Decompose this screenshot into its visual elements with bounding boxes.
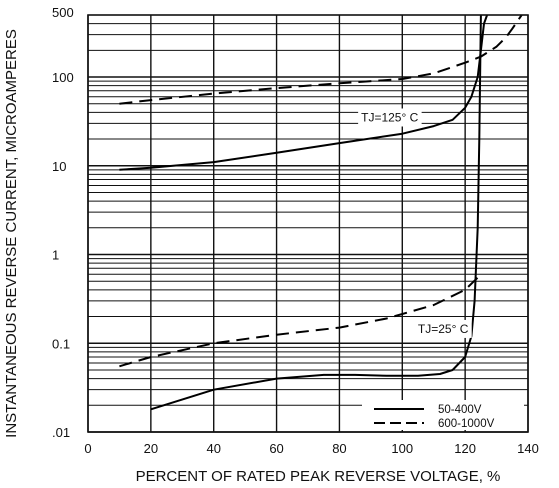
y-tick-label: 10 — [52, 159, 66, 174]
x-tick-label: 60 — [269, 441, 283, 456]
legend-label: 600-1000V — [438, 418, 495, 430]
legend: 50-400V 600-1000V — [362, 400, 524, 430]
x-tick-label: 0 — [84, 441, 91, 456]
x-tick-label: 20 — [144, 441, 158, 456]
series-line-solid — [150, 14, 482, 411]
x-tick-label: 80 — [332, 441, 346, 456]
series-line-dashed — [119, 276, 479, 368]
x-tick-label: 140 — [517, 441, 539, 456]
y-tick-label: 100 — [52, 70, 74, 85]
y-tick-label: 0.1 — [52, 336, 70, 351]
y-axis-title: INSTANTANEOUS REVERSE CURRENT, MICROAMPE… — [3, 29, 20, 438]
annotation-background — [358, 108, 422, 127]
legend-box — [362, 400, 524, 430]
tick-labels: 0 20 40 60 80 100 120 140 .01 0.1 1 10 100 500 — [52, 5, 539, 456]
y-tick-label: .01 — [52, 425, 70, 440]
x-tick-label: 100 — [391, 441, 413, 456]
y-tick-label: 500 — [52, 5, 74, 20]
x-tick-label: 120 — [454, 441, 476, 456]
x-tick-label: 40 — [206, 441, 220, 456]
legend-label: 50-400V — [438, 404, 482, 416]
annotations: TJ=125° C TJ=25° C — [358, 108, 472, 338]
x-axis-title: PERCENT OF RATED PEAK REVERSE VOLTAGE, % — [136, 468, 501, 485]
grid — [87, 14, 529, 433]
series-layer — [119, 14, 523, 411]
annotation-label: TJ=25° C — [418, 322, 469, 336]
y-tick-label: 1 — [52, 248, 59, 263]
series-line-solid — [119, 14, 489, 171]
annotation-background — [414, 319, 472, 338]
plot-frame — [87, 14, 529, 433]
annotation-label: TJ=125° C — [361, 110, 418, 124]
